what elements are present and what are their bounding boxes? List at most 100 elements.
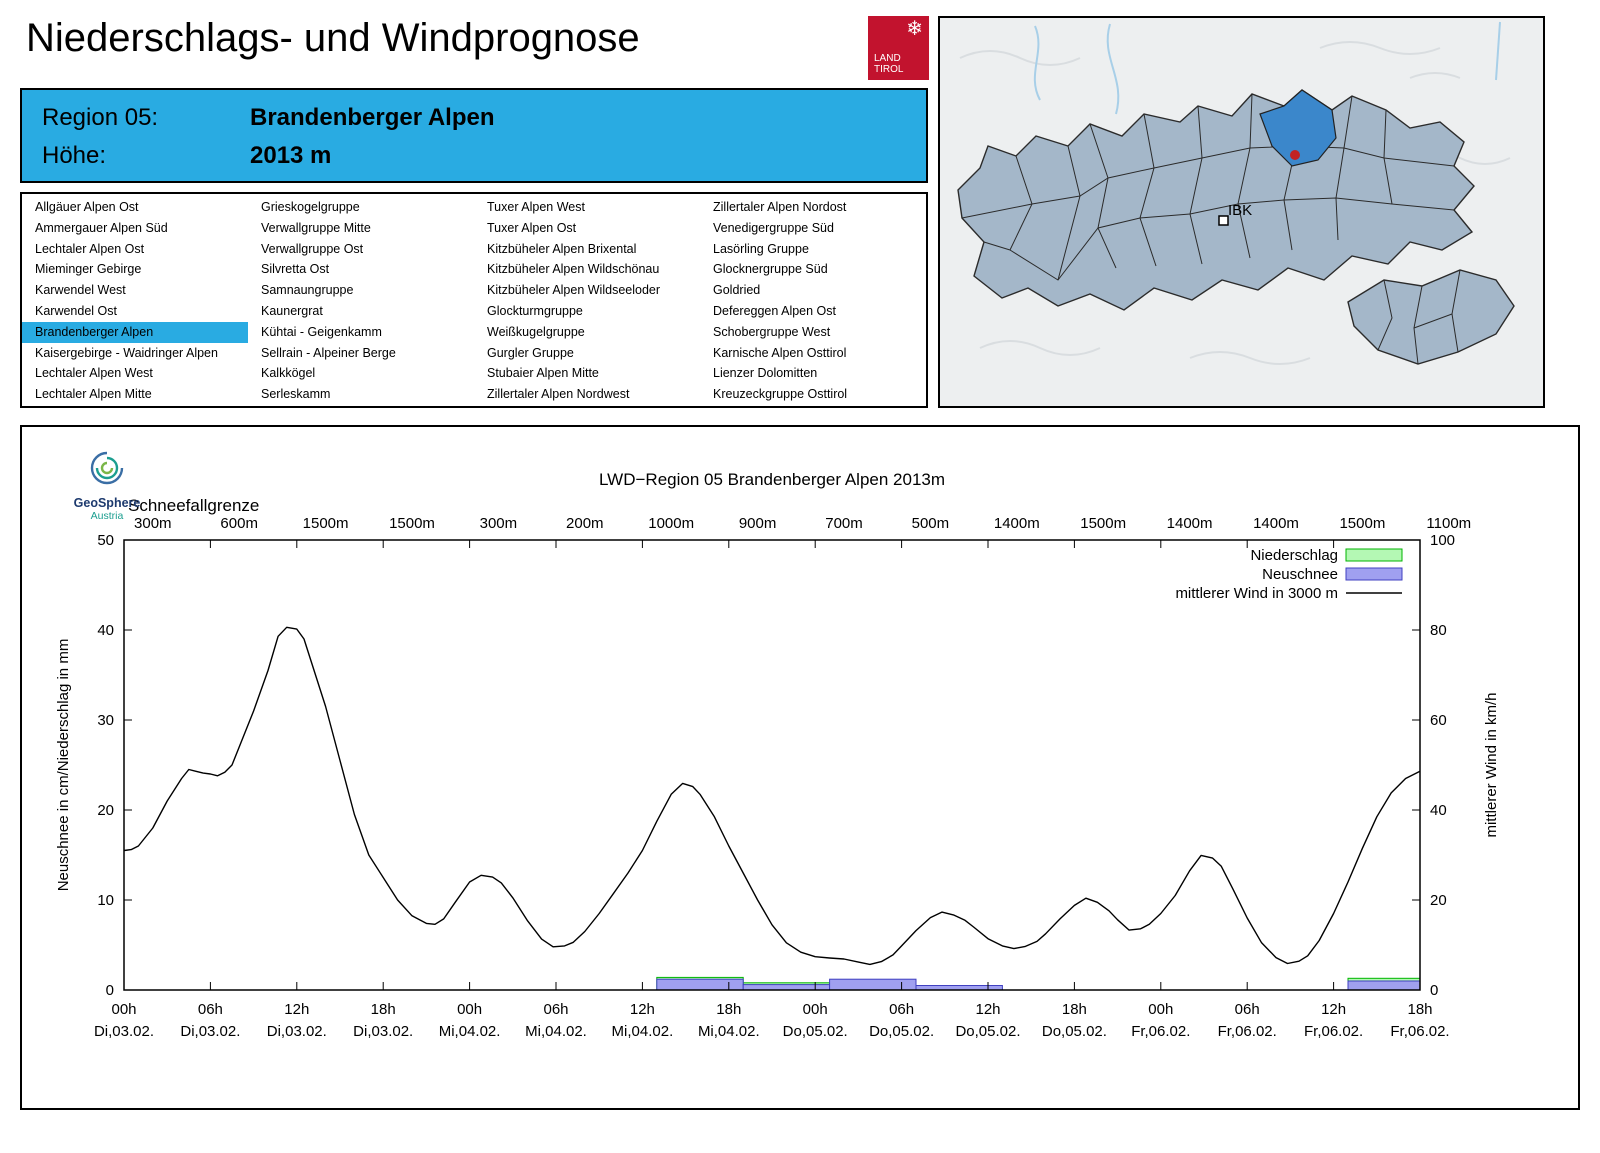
snowline-value: 600m <box>220 515 258 532</box>
forecast-chart-svg: LWD−Region 05 Brandenberger Alpen 2013m S… <box>55 470 1500 1040</box>
region-list-item[interactable]: Tuxer Alpen Ost <box>487 220 577 235</box>
region-list-item[interactable]: Stubaier Alpen Mitte <box>487 366 599 381</box>
region-list-item[interactable]: Lasörling Gruppe <box>713 241 809 256</box>
snowflake-icon: ❄ <box>906 18 923 40</box>
x-date-label: Di,03.02. <box>353 1023 413 1040</box>
snowline-value: 500m <box>912 515 950 532</box>
right-axis-title: mittlerer Wind in km/h <box>1483 692 1500 837</box>
region-list-item[interactable]: Kalkkögel <box>261 366 316 381</box>
altitude-row: Höhe: 2013 m <box>42 142 331 170</box>
region-list-item[interactable]: Schobergruppe West <box>713 324 831 339</box>
x-date-label: Do,05.02. <box>869 1023 934 1040</box>
y-tick-label-left: 50 <box>97 532 114 549</box>
region-list-item[interactable]: Silvretta Ost <box>261 262 330 277</box>
region-list-item[interactable]: Kaisergebirge - Waidringer Alpen <box>35 345 218 360</box>
region-list-item[interactable]: Lechtaler Alpen Mitte <box>35 387 152 402</box>
x-hour-label: 12h <box>630 1001 655 1018</box>
region-row: Region 05: Brandenberger Alpen <box>42 104 495 132</box>
x-date-label: Di,03.02. <box>267 1023 327 1040</box>
region-list-item[interactable]: Ammergauer Alpen Süd <box>35 220 168 235</box>
region-list-item[interactable]: Zillertaler Alpen Nordost <box>713 200 847 214</box>
region-list: Allgäuer Alpen Ost Ammergauer Alpen Süd Le… <box>20 192 928 408</box>
snowline-value: 1400m <box>1167 515 1213 532</box>
x-date-label: Fr,06.02. <box>1218 1023 1277 1040</box>
snow-bar <box>742 984 831 991</box>
left-axis-title: Neuschnee in cm/Niederschlag in mm <box>55 639 72 892</box>
x-hour-label: 18h <box>1407 1001 1432 1018</box>
y-tick-label-right: 80 <box>1430 622 1447 639</box>
region-list-item[interactable]: Glockturmgruppe <box>487 303 583 318</box>
x-date-label: Do,05.02. <box>955 1023 1020 1040</box>
map-east-borders <box>1377 269 1461 365</box>
y-tick-label-right: 100 <box>1430 532 1455 549</box>
snowline-value: 1500m <box>389 515 435 532</box>
region-list-item[interactable]: Karwendel Ost <box>35 303 117 318</box>
x-date-label: Do,05.02. <box>783 1023 848 1040</box>
region-list-item[interactable]: Tuxer Alpen West <box>487 200 585 214</box>
region-list-item[interactable]: Serleskamm <box>261 387 331 402</box>
map-region-highlight <box>1259 89 1337 167</box>
region-list-item[interactable]: Kitzbüheler Alpen Brixental <box>487 241 637 256</box>
snowline-value: 1400m <box>994 515 1040 532</box>
x-hour-label: 06h <box>543 1001 568 1018</box>
geosphere-logo: GeoSphere Austria <box>52 445 162 522</box>
region-list-item[interactable]: Karwendel West <box>35 283 126 298</box>
altitude-value: 2013 m <box>250 142 332 169</box>
snowline-value: 1400m <box>1253 515 1299 532</box>
region-list-item[interactable]: Verwallgruppe Ost <box>261 241 364 256</box>
x-hour-label: 00h <box>1148 1001 1173 1018</box>
region-list-item[interactable]: Allgäuer Alpen Ost <box>35 200 139 214</box>
region-list-item[interactable]: Samnaungruppe <box>261 283 354 298</box>
wind-line <box>123 626 1421 966</box>
region-list-item[interactable]: Kreuzeckgruppe Osttirol <box>713 387 848 402</box>
region-list-item[interactable]: Brandenberger Alpen <box>22 321 248 343</box>
region-list-item[interactable]: Venedigergruppe Süd <box>713 220 834 235</box>
region-list-item[interactable]: Grieskogelgruppe <box>261 200 360 214</box>
region-list-item[interactable]: Weißkugelgruppe <box>487 324 585 339</box>
legend-label: Neuschnee <box>1262 566 1338 583</box>
snowline-value: 900m <box>739 515 777 532</box>
region-list-item[interactable]: Kitzbüheler Alpen Wildschönau <box>487 262 660 277</box>
x-date-label: Do,05.02. <box>1042 1023 1107 1040</box>
geosphere-name: GeoSphere <box>73 496 141 510</box>
region-list-item[interactable]: Lechtaler Alpen Ost <box>35 241 145 256</box>
region-list-item[interactable]: Kitzbüheler Alpen Wildseeloder <box>487 283 661 298</box>
altitude-label: Höhe: <box>42 142 107 169</box>
region-list-item[interactable]: Kaunergrat <box>261 303 323 318</box>
snow-bar <box>656 978 744 991</box>
tirol-map-svg: IBK <box>940 18 1543 406</box>
x-date-label: Di,03.02. <box>94 1023 154 1040</box>
x-date-label: Fr,06.02. <box>1390 1023 1449 1040</box>
page-title: Niederschlags- und Windprognose <box>26 16 640 60</box>
land-tirol-logo-text: LAND TIROL <box>874 53 904 75</box>
region-list-item[interactable]: Glocknergruppe Süd <box>713 262 828 277</box>
region-list-item[interactable]: Verwallgruppe Mitte <box>261 220 371 235</box>
legend-swatch <box>1345 567 1403 581</box>
region-list-item[interactable]: Lienzer Dolomitten <box>713 366 818 381</box>
tirol-map: IBK <box>938 16 1545 408</box>
region-list-item[interactable]: Zillertaler Alpen Nordwest <box>487 387 630 402</box>
x-hour-label: 06h <box>1235 1001 1260 1018</box>
x-hour-label: 18h <box>716 1001 741 1018</box>
region-list-item[interactable]: Mieminger Gebirge <box>35 262 142 277</box>
region-label: Region 05: <box>42 104 159 131</box>
region-list-item[interactable]: Kühtai - Geigenkamm <box>261 324 382 339</box>
region-list-item[interactable]: Lechtaler Alpen West <box>35 366 153 381</box>
region-list-item[interactable]: Gurgler Gruppe <box>487 345 574 360</box>
legend-label: Niederschlag <box>1250 547 1338 564</box>
region-list-item[interactable]: Defereggen Alpen Ost <box>713 303 836 318</box>
region-list-column: Tuxer Alpen West Tuxer Alpen Ost Kitzbühel… <box>474 197 700 403</box>
region-list-column: Allgäuer Alpen Ost Ammergauer Alpen Süd Le… <box>22 197 248 403</box>
region-list-item[interactable]: Sellrain - Alpeiner Berge <box>261 345 396 360</box>
x-date-label: Di,03.02. <box>180 1023 240 1040</box>
river-lines <box>1033 21 1501 115</box>
region-list-item[interactable]: Karnische Alpen Osttirol <box>713 345 847 360</box>
land-tirol-logo: ❄ LAND TIROL <box>868 16 929 80</box>
snowline-value: 300m <box>134 515 172 532</box>
region-list-item[interactable]: Goldried <box>713 283 761 298</box>
ibk-marker-icon <box>1218 215 1229 226</box>
ibk-marker-label: IBK <box>1228 202 1252 219</box>
x-date-label: Mi,04.02. <box>698 1023 760 1040</box>
snowline-value: 300m <box>480 515 518 532</box>
